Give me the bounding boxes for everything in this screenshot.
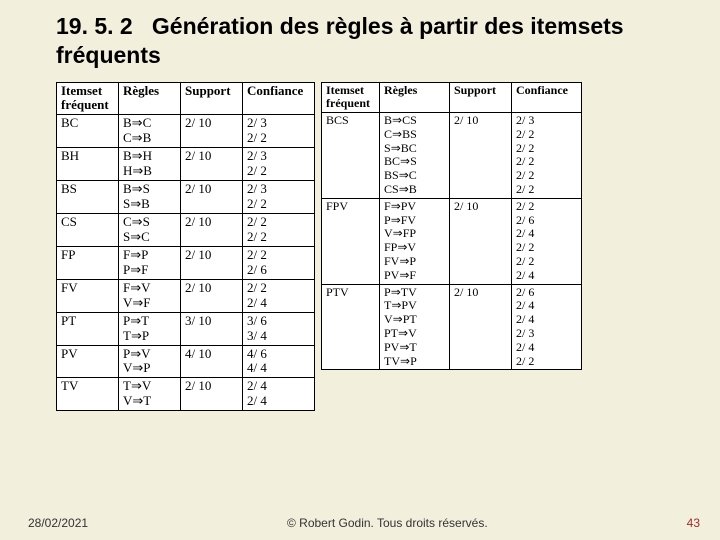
table-row: PTP⇒TT⇒P3/ 103/ 63/ 4 (57, 312, 315, 345)
cell-rules: T⇒VV⇒T (119, 378, 181, 411)
cell-itemset: BCS (322, 113, 380, 199)
cell-itemset: CS (57, 214, 119, 247)
table-header-row: Itemset fréquent Règles Support Confianc… (322, 82, 582, 113)
cell-itemset: PTV (322, 284, 380, 370)
col-confidence: Confiance (243, 82, 315, 115)
cell-confidence: 2/ 32/ 2 (243, 181, 315, 214)
section-number: 19. 5. 2 (56, 13, 133, 39)
cell-confidence: 3/ 63/ 4 (243, 312, 315, 345)
col-itemset: Itemset fréquent (322, 82, 380, 113)
cell-support: 2/ 10 (450, 113, 512, 199)
cell-confidence: 2/ 62/ 42/ 42/ 32/ 42/ 2 (512, 284, 582, 370)
col-rules: Règles (119, 82, 181, 115)
table-row: BHB⇒HH⇒B2/ 102/ 32/ 2 (57, 148, 315, 181)
cell-support: 4/ 10 (181, 345, 243, 378)
table-row: FVF⇒VV⇒F2/ 102/ 22/ 4 (57, 279, 315, 312)
table-row: BSB⇒SS⇒B2/ 102/ 32/ 2 (57, 181, 315, 214)
table-row: TVT⇒VV⇒T2/ 102/ 42/ 4 (57, 378, 315, 411)
footer-page-number: 43 (687, 516, 700, 530)
col-support: Support (450, 82, 512, 113)
cell-support: 2/ 10 (181, 214, 243, 247)
table-row: BCSB⇒CSC⇒BSS⇒BCBC⇒SBS⇒CCS⇒B2/ 102/ 32/ 2… (322, 113, 582, 199)
cell-rules: F⇒PVP⇒FVV⇒FPFP⇒VFV⇒PPV⇒F (380, 198, 450, 284)
cell-itemset: BH (57, 148, 119, 181)
cell-confidence: 4/ 64/ 4 (243, 345, 315, 378)
table-header-row: Itemset fréquent Règles Support Confianc… (57, 82, 315, 115)
cell-confidence: 2/ 22/ 6 (243, 246, 315, 279)
cell-itemset: FPV (322, 198, 380, 284)
cell-confidence: 2/ 22/ 62/ 42/ 22/ 22/ 4 (512, 198, 582, 284)
cell-itemset: BC (57, 115, 119, 148)
cell-support: 2/ 10 (181, 148, 243, 181)
rules-table-1: Itemset fréquent Règles Support Confianc… (56, 82, 315, 412)
cell-itemset: PV (57, 345, 119, 378)
title-text: Génération des règles à partir des items… (56, 13, 624, 68)
cell-rules: B⇒HH⇒B (119, 148, 181, 181)
slide-title: 19. 5. 2 Génération des règles à partir … (56, 12, 692, 70)
cell-itemset: FV (57, 279, 119, 312)
rules-table-2: Itemset fréquent Règles Support Confianc… (321, 82, 582, 371)
table-row: CSC⇒SS⇒C2/ 102/ 22/ 2 (57, 214, 315, 247)
cell-support: 2/ 10 (181, 181, 243, 214)
cell-confidence: 2/ 22/ 2 (243, 214, 315, 247)
cell-rules: B⇒SS⇒B (119, 181, 181, 214)
footer-copyright: © Robert Godin. Tous droits réservés. (88, 516, 687, 530)
cell-rules: P⇒TVT⇒PVV⇒PTPT⇒VPV⇒TTV⇒P (380, 284, 450, 370)
cell-support: 2/ 10 (450, 198, 512, 284)
table-row: FPVF⇒PVP⇒FVV⇒FPFP⇒VFV⇒PPV⇒F2/ 102/ 22/ 6… (322, 198, 582, 284)
cell-confidence: 2/ 42/ 4 (243, 378, 315, 411)
cell-support: 2/ 10 (181, 378, 243, 411)
cell-itemset: PT (57, 312, 119, 345)
cell-support: 2/ 10 (181, 115, 243, 148)
col-support: Support (181, 82, 243, 115)
cell-confidence: 2/ 32/ 2 (243, 148, 315, 181)
tables-row: Itemset fréquent Règles Support Confianc… (56, 82, 692, 412)
table-row: BCB⇒CC⇒B2/ 102/ 32/ 2 (57, 115, 315, 148)
cell-support: 2/ 10 (181, 246, 243, 279)
table-row: PVP⇒VV⇒P4/ 104/ 64/ 4 (57, 345, 315, 378)
table-row: PTVP⇒TVT⇒PVV⇒PTPT⇒VPV⇒TTV⇒P2/ 102/ 62/ 4… (322, 284, 582, 370)
cell-itemset: TV (57, 378, 119, 411)
cell-support: 3/ 10 (181, 312, 243, 345)
cell-confidence: 2/ 32/ 2 (243, 115, 315, 148)
cell-rules: B⇒CC⇒B (119, 115, 181, 148)
cell-rules: C⇒SS⇒C (119, 214, 181, 247)
cell-confidence: 2/ 22/ 4 (243, 279, 315, 312)
col-itemset: Itemset fréquent (57, 82, 119, 115)
cell-rules: P⇒VV⇒P (119, 345, 181, 378)
cell-itemset: FP (57, 246, 119, 279)
slide-footer: 28/02/2021 © Robert Godin. Tous droits r… (28, 516, 700, 530)
slide-container: 19. 5. 2 Génération des règles à partir … (0, 0, 720, 540)
footer-date: 28/02/2021 (28, 516, 88, 530)
cell-support: 2/ 10 (450, 284, 512, 370)
col-confidence: Confiance (512, 82, 582, 113)
cell-rules: F⇒PP⇒F (119, 246, 181, 279)
cell-rules: F⇒VV⇒F (119, 279, 181, 312)
cell-support: 2/ 10 (181, 279, 243, 312)
table-row: FPF⇒PP⇒F2/ 102/ 22/ 6 (57, 246, 315, 279)
col-rules: Règles (380, 82, 450, 113)
cell-rules: P⇒TT⇒P (119, 312, 181, 345)
cell-itemset: BS (57, 181, 119, 214)
cell-rules: B⇒CSC⇒BSS⇒BCBC⇒SBS⇒CCS⇒B (380, 113, 450, 199)
cell-confidence: 2/ 32/ 22/ 22/ 22/ 22/ 2 (512, 113, 582, 199)
